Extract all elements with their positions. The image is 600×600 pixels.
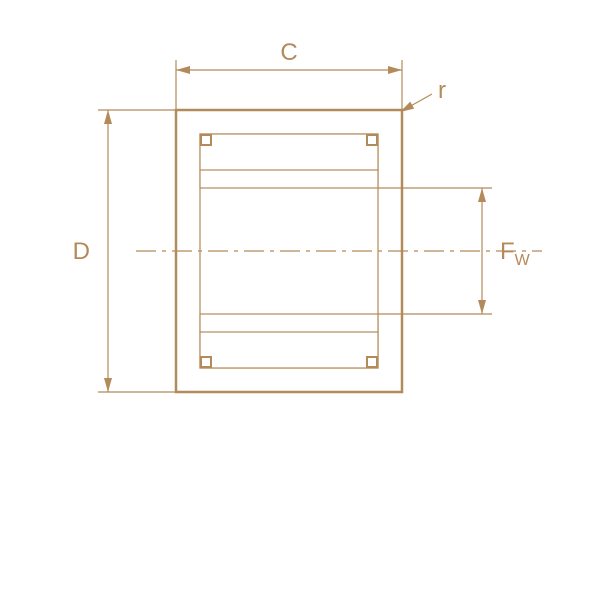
label-d: D (73, 238, 90, 265)
roller-top (200, 170, 378, 188)
label-c: C (280, 39, 297, 66)
label-fw: FW (500, 238, 531, 269)
corner-box-1 (367, 135, 377, 145)
corner-box-2 (201, 357, 211, 367)
label-r: r (438, 77, 446, 104)
roller-bottom (200, 314, 378, 332)
corner-box-0 (201, 135, 211, 145)
corner-box-3 (367, 357, 377, 367)
